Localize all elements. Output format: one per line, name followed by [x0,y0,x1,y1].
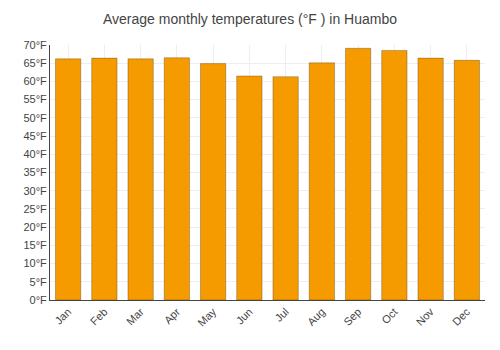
svg-text:70°F: 70°F [23,39,47,51]
svg-text:55°F: 55°F [23,93,47,105]
svg-text:Jun: Jun [234,306,255,327]
svg-text:5°F: 5°F [30,276,48,288]
svg-text:Average monthly temperatures (: Average monthly temperatures (°F ) in Hu… [103,11,397,27]
svg-text:0°F: 0°F [30,294,48,306]
svg-text:65°F: 65°F [23,57,47,69]
svg-text:30°F: 30°F [23,185,47,197]
svg-text:35°F: 35°F [23,166,47,178]
svg-text:Mar: Mar [124,305,146,327]
svg-text:Apr: Apr [162,305,183,326]
svg-text:60°F: 60°F [23,75,47,87]
svg-text:Nov: Nov [414,305,437,328]
svg-text:Jan: Jan [52,306,73,327]
svg-text:Dec: Dec [450,305,473,328]
svg-text:Jul: Jul [273,306,291,324]
svg-text:10°F: 10°F [23,257,47,269]
svg-text:25°F: 25°F [23,203,47,215]
svg-text:45°F: 45°F [23,130,47,142]
svg-text:Oct: Oct [379,306,400,327]
svg-text:20°F: 20°F [23,221,47,233]
svg-text:Aug: Aug [305,306,327,328]
svg-text:40°F: 40°F [23,148,47,160]
svg-text:May: May [195,305,219,329]
svg-text:Feb: Feb [88,306,110,328]
svg-text:Sep: Sep [341,306,363,328]
svg-text:15°F: 15°F [23,239,47,251]
svg-text:50°F: 50°F [23,112,47,124]
